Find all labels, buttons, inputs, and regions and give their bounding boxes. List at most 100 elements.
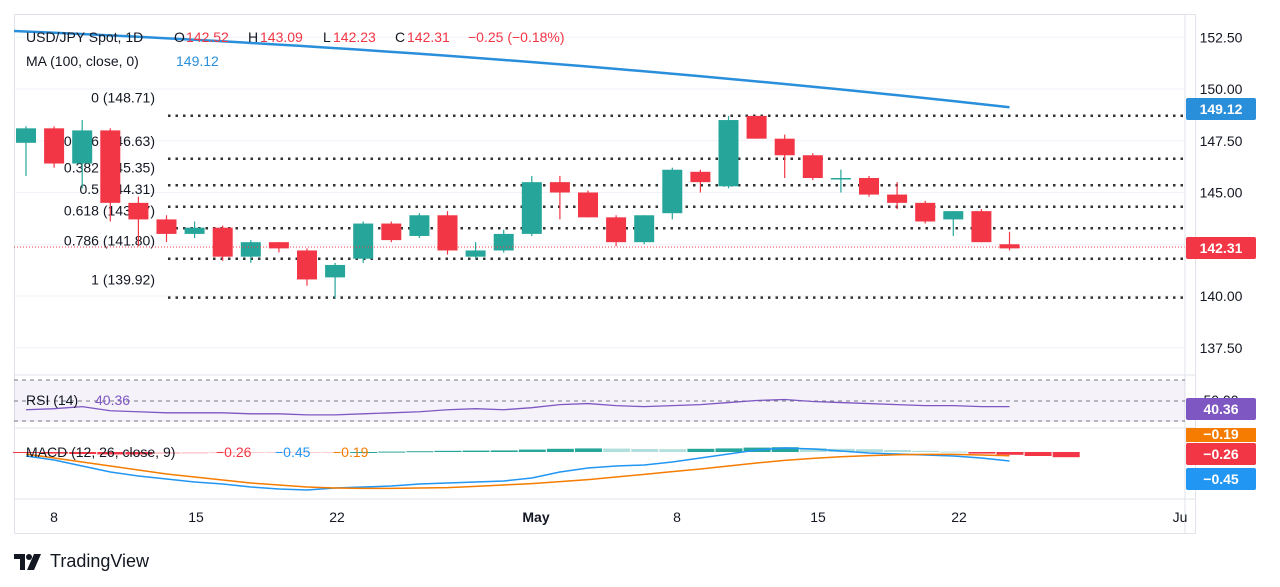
candle-body bbox=[549, 182, 570, 193]
grid-lines bbox=[14, 36, 1185, 349]
macd-legend-label: MACD (12, 26, close, 9) bbox=[26, 444, 175, 460]
rsi-badge bbox=[1186, 398, 1256, 420]
value-badges: 149.12 142.31 50.00 40.36 −0.19 −0.26 −0… bbox=[1186, 98, 1256, 490]
macd-hist-bar bbox=[659, 449, 687, 452]
time-axis: 8 15 22 May 8 15 22 Ju bbox=[50, 509, 1187, 525]
candle-body bbox=[437, 215, 458, 251]
price-axis-label: 150.00 bbox=[1200, 81, 1243, 97]
macd-hist-bar bbox=[97, 452, 125, 455]
macd-hist-bar bbox=[322, 452, 350, 453]
candle-body bbox=[802, 155, 823, 179]
price-badge bbox=[1186, 237, 1256, 259]
price-axis-label: 152.50 bbox=[1200, 29, 1243, 45]
macd-hist-bar bbox=[518, 449, 546, 452]
open-value: 142.52 bbox=[186, 29, 229, 45]
macd-hist-bar bbox=[237, 452, 265, 453]
candle-body bbox=[718, 120, 739, 187]
macd-hist-bar bbox=[406, 451, 434, 453]
rsi-line bbox=[25, 398, 1010, 416]
hist-badge bbox=[1186, 443, 1256, 465]
candle-body bbox=[325, 264, 346, 278]
candlestick-series bbox=[16, 115, 1020, 299]
ma-legend-label: MA (100, close, 0) bbox=[26, 53, 139, 69]
candle-body bbox=[72, 130, 93, 164]
macd-hist-bar bbox=[153, 452, 181, 454]
fib-level-label: 0 (148.71) bbox=[91, 90, 155, 106]
candle-body bbox=[690, 171, 711, 183]
rsi-badge-text: 40.36 bbox=[1203, 401, 1238, 417]
candle-body bbox=[634, 215, 655, 243]
time-axis-label: 15 bbox=[188, 509, 204, 525]
macd-hist-bar bbox=[687, 448, 715, 452]
high-label: H bbox=[248, 29, 258, 45]
time-axis-label: 22 bbox=[329, 509, 345, 525]
candle-body bbox=[240, 242, 261, 257]
macd-hist-bar bbox=[856, 449, 883, 452]
svg-text:USD/JPY Spot, 1D: USD/JPY Spot, 1D bbox=[26, 29, 143, 45]
macd-hist-bar bbox=[69, 452, 97, 454]
candle-body bbox=[521, 182, 542, 234]
macd-hist-bar bbox=[181, 452, 209, 454]
price-axis-label: 145.00 bbox=[1200, 185, 1243, 201]
fib-level-label: 1 (139.92) bbox=[91, 272, 155, 288]
macd-line bbox=[25, 447, 1010, 491]
macd-hist-bar bbox=[209, 452, 237, 454]
macd-hist-bar bbox=[462, 450, 490, 452]
candle-body bbox=[381, 223, 402, 241]
price-axis-label: 137.50 bbox=[1200, 340, 1243, 356]
macd-hist-bar bbox=[715, 448, 743, 452]
candle-body bbox=[44, 128, 65, 164]
open-label: O bbox=[174, 29, 185, 45]
brand-name: TradingView bbox=[50, 551, 150, 571]
macd-hist-bar bbox=[1024, 452, 1052, 456]
macd-hist-bar bbox=[41, 452, 69, 454]
candle-body bbox=[156, 219, 177, 234]
candle-body bbox=[999, 244, 1020, 249]
price-axis: 152.50 150.00 147.50 145.00 140.00 137.50 bbox=[1200, 29, 1243, 356]
high-value: 143.09 bbox=[260, 29, 303, 45]
ma-badge bbox=[1186, 98, 1256, 120]
macd-badge bbox=[1186, 468, 1256, 490]
time-axis-label: Ju bbox=[1173, 509, 1188, 525]
candle-body bbox=[184, 227, 205, 234]
candle-body bbox=[662, 169, 683, 214]
tradingview-logo[interactable]: TradingView bbox=[14, 551, 149, 572]
price-axis-label: 140.00 bbox=[1200, 288, 1243, 304]
macd-hist-bar bbox=[350, 452, 378, 453]
macd-hist-bar bbox=[575, 448, 602, 452]
ma-badge-text: 149.12 bbox=[1200, 101, 1243, 117]
candle-body bbox=[943, 211, 964, 220]
candle-body bbox=[268, 242, 289, 249]
candle-body bbox=[774, 138, 795, 156]
fib-level-label: 0.786 (141.80) bbox=[64, 233, 155, 249]
macd-hist-bar bbox=[771, 447, 799, 452]
candle-body bbox=[212, 227, 233, 257]
time-axis-label: 22 bbox=[951, 509, 967, 525]
signal-badge bbox=[1186, 428, 1256, 442]
signal-badge-text: −0.19 bbox=[1203, 426, 1239, 442]
candle-body bbox=[915, 202, 936, 222]
candle-body bbox=[409, 215, 430, 236]
candle-body bbox=[887, 194, 908, 203]
symbol-label: USD/JPY Spot, 1D bbox=[26, 29, 143, 45]
candle-body bbox=[493, 233, 514, 251]
tradingview-logo-icon bbox=[14, 553, 41, 570]
candle-body bbox=[606, 217, 627, 243]
close-label: C bbox=[395, 29, 405, 45]
rsi-legend-value: 40.36 bbox=[95, 392, 130, 408]
ma-legend-value: 149.12 bbox=[176, 53, 219, 69]
candle-body bbox=[297, 250, 317, 280]
low-value: 142.23 bbox=[333, 29, 376, 45]
macd-hist-bar bbox=[968, 452, 996, 454]
candle-body bbox=[830, 178, 851, 180]
candle-body bbox=[16, 128, 36, 143]
candle-body bbox=[353, 223, 374, 259]
candle-body bbox=[971, 211, 992, 243]
macd-hist-bar bbox=[799, 448, 827, 452]
close-value: 142.31 bbox=[407, 29, 450, 45]
time-axis-label: 15 bbox=[810, 509, 826, 525]
macd-legend-hist: −0.26 bbox=[216, 444, 252, 460]
macd-hist-bar bbox=[13, 452, 40, 453]
legend: USD/JPY Spot, 1D O 142.52 H 143.09 L 142… bbox=[26, 29, 565, 460]
